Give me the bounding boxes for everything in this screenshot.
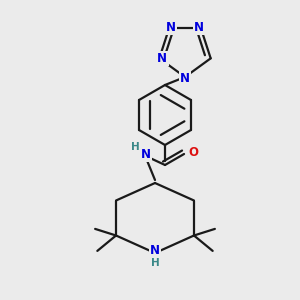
Text: N: N (194, 21, 204, 34)
Text: O: O (188, 146, 198, 158)
Text: N: N (141, 148, 151, 161)
Text: N: N (166, 21, 176, 34)
Text: N: N (157, 52, 167, 65)
Text: N: N (180, 73, 190, 85)
Text: H: H (131, 142, 140, 152)
Text: N: N (150, 244, 160, 256)
Text: H: H (151, 258, 159, 268)
